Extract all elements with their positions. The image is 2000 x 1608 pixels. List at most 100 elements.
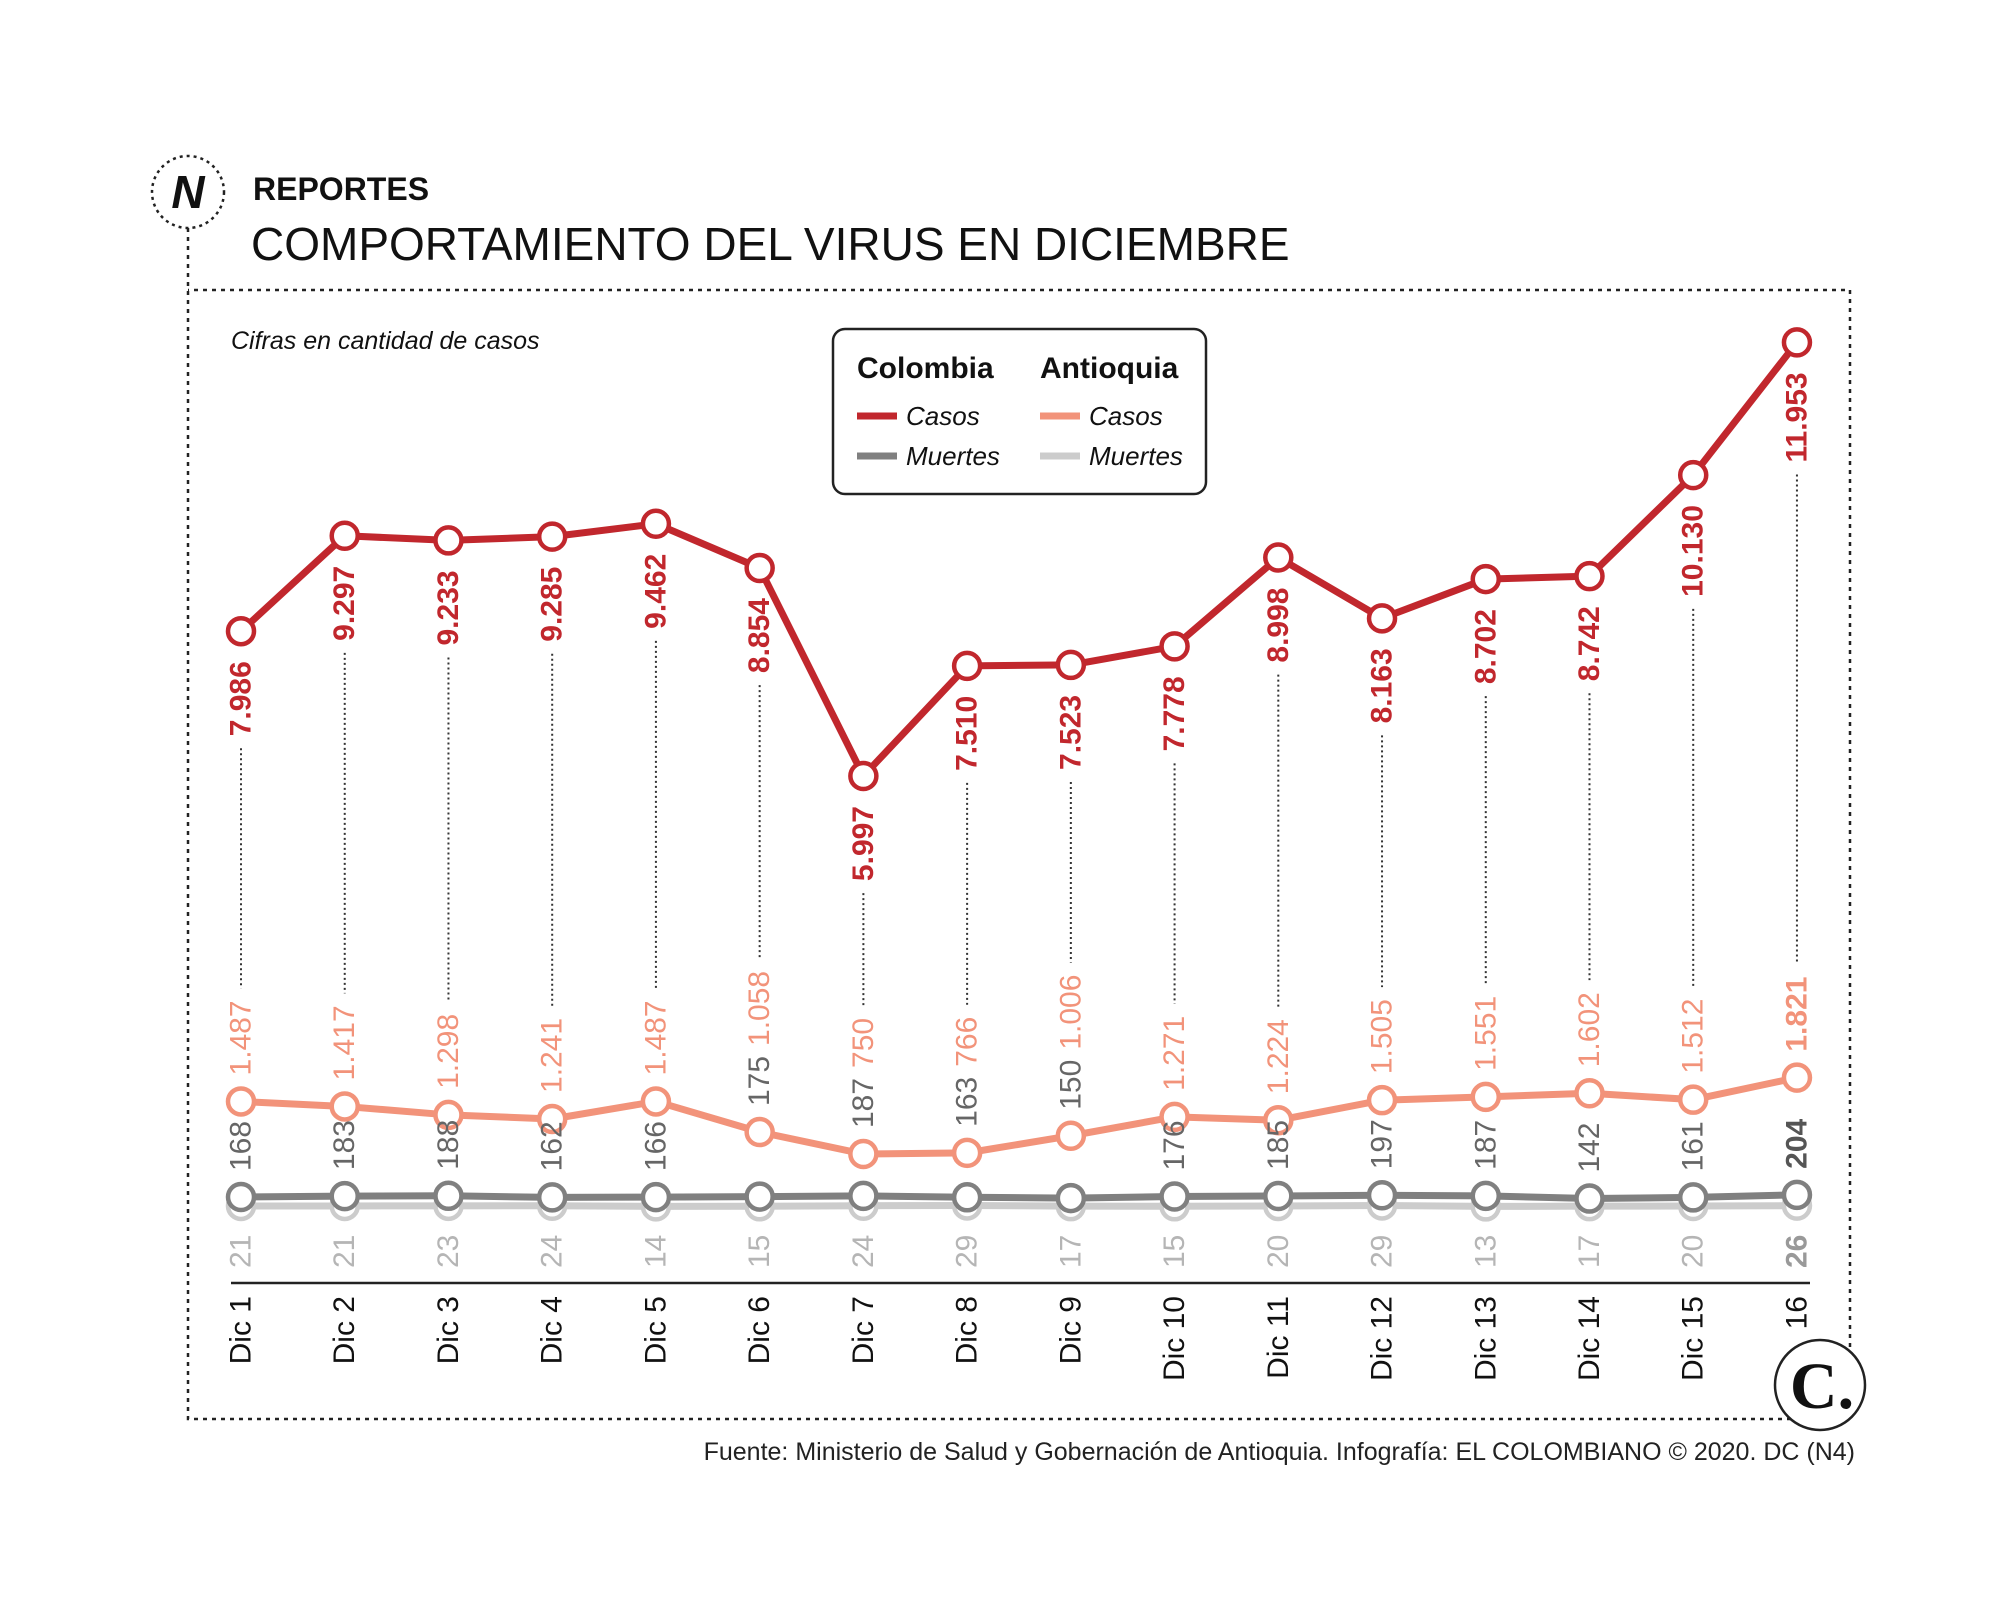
x-tick-label: Dic 5 [639, 1296, 672, 1364]
point-colombia-casos [848, 760, 879, 792]
data-label-antioquia-muertes: 17 [1054, 1235, 1087, 1268]
data-label-colombia-casos: 8.163 [1366, 648, 1399, 723]
data-label-colombia-casos: 10.130 [1677, 505, 1710, 597]
legend-label-colombia-casos: Casos [906, 401, 980, 431]
n-logo-letter: N [171, 166, 205, 218]
data-label-colombia-casos: 9.297 [328, 566, 361, 641]
data-label-colombia-muertes: 176 [1158, 1120, 1191, 1170]
point-colombia-muertes [1159, 1181, 1190, 1212]
data-label-antioquia-muertes: 26 [1780, 1235, 1813, 1268]
data-label-antioquia-casos: 766 [951, 1017, 984, 1067]
point-colombia-muertes [329, 1180, 360, 1212]
data-label-colombia-casos: 7.778 [1158, 676, 1191, 751]
point-colombia-casos [1159, 631, 1190, 662]
data-label-antioquia-muertes: 13 [1469, 1235, 1502, 1268]
data-label-antioquia-muertes: 20 [1677, 1235, 1710, 1268]
data-label-antioquia-muertes: 21 [225, 1235, 258, 1268]
point-antioquia-casos [225, 1086, 257, 1117]
legend-title-colombia: Colombia [857, 352, 994, 385]
data-label-colombia-muertes: 163 [951, 1077, 984, 1127]
brand-logo-text: C. [1790, 1350, 1854, 1423]
data-label-antioquia-muertes: 15 [743, 1235, 776, 1268]
point-colombia-muertes [536, 1182, 568, 1213]
line-colombia-muertes [240, 1191, 1798, 1203]
data-label-antioquia-muertes: 20 [1262, 1235, 1295, 1268]
point-colombia-casos [536, 521, 568, 552]
point-colombia-muertes [1677, 1182, 1709, 1213]
point-antioquia-casos [1055, 1120, 1087, 1151]
data-label-colombia-casos: 8.742 [1573, 606, 1606, 681]
data-label-antioquia-casos: 1.298 [432, 1014, 465, 1089]
data-label-antioquia-muertes: 14 [639, 1235, 672, 1268]
point-colombia-muertes [951, 1182, 983, 1213]
point-colombia-casos [1055, 649, 1087, 681]
el-colombiano-logo: C. [1773, 1338, 1867, 1432]
data-label-antioquia-muertes: 29 [951, 1235, 984, 1268]
data-label-colombia-casos: 8.998 [1262, 588, 1295, 663]
data-label-antioquia-casos: 1.551 [1469, 996, 1502, 1071]
point-colombia-muertes [744, 1181, 775, 1212]
data-label-antioquia-muertes: 24 [847, 1235, 880, 1268]
data-label-colombia-casos: 9.285 [536, 567, 569, 642]
point-antioquia-casos [1366, 1084, 1398, 1116]
point-colombia-muertes [1263, 1180, 1294, 1212]
data-label-antioquia-muertes: 24 [536, 1235, 569, 1268]
x-tick-label: Dic 1 [225, 1296, 258, 1364]
point-antioquia-casos [744, 1116, 775, 1148]
data-label-antioquia-casos: 1.241 [536, 1018, 569, 1093]
point-colombia-casos [1781, 327, 1813, 358]
legend-title-antioquia: Antioquia [1040, 352, 1179, 385]
point-colombia-casos [433, 525, 464, 556]
point-colombia-casos [744, 552, 775, 584]
point-antioquia-casos [1470, 1081, 1502, 1113]
data-label-antioquia-muertes: 21 [328, 1235, 361, 1268]
data-label-colombia-casos: 8.854 [743, 598, 776, 673]
x-tick-label: Dic 9 [1054, 1296, 1087, 1364]
point-antioquia-casos [536, 1103, 568, 1135]
data-label-antioquia-muertes: 29 [1366, 1235, 1399, 1268]
line-antioquia-muertes [241, 1201, 1797, 1210]
legend-label-colombia-muertes: Muertes [906, 441, 1000, 471]
point-antioquia-casos [1574, 1078, 1605, 1109]
data-label-colombia-muertes: 168 [225, 1121, 258, 1171]
data-label-colombia-muertes: 183 [328, 1120, 361, 1170]
point-colombia-casos [1574, 560, 1605, 592]
point-colombia-muertes [1574, 1183, 1605, 1214]
x-tick-label: Dic 12 [1366, 1296, 1399, 1381]
data-label-colombia-casos: 9.233 [432, 570, 465, 645]
data-label-antioquia-casos: 1.058 [743, 971, 776, 1046]
x-tick-label: Dic 6 [743, 1296, 776, 1364]
point-antioquia-casos [1263, 1104, 1294, 1136]
data-label-colombia-muertes: 162 [536, 1121, 569, 1171]
data-label-antioquia-casos: 1.487 [225, 1000, 258, 1075]
point-antioquia-casos [329, 1091, 360, 1122]
data-label-antioquia-casos: 1.821 [1780, 977, 1813, 1052]
point-colombia-casos [1470, 563, 1502, 595]
point-antioquia-casos [640, 1086, 672, 1117]
data-label-antioquia-casos: 1.271 [1158, 1016, 1191, 1091]
data-label-antioquia-casos: 1.512 [1677, 999, 1710, 1074]
point-colombia-casos [1677, 459, 1709, 491]
x-tick-label: Dic 3 [432, 1296, 465, 1364]
data-label-antioquia-muertes: 23 [432, 1235, 465, 1268]
page-title: COMPORTAMIENTO DEL VIRUS EN DICIEMBRE [251, 218, 1290, 270]
point-colombia-muertes [433, 1180, 464, 1212]
data-label-colombia-casos: 11.953 [1780, 372, 1813, 462]
data-label-colombia-casos: 5.997 [847, 806, 880, 881]
data-label-colombia-casos: 9.462 [639, 554, 672, 629]
data-label-antioquia-casos: 750 [847, 1018, 880, 1068]
data-label-colombia-muertes: 197 [1366, 1119, 1399, 1169]
data-label-colombia-casos: 7.986 [225, 661, 258, 736]
legend: Colombia Antioquia Casos Muertes Casos M… [831, 327, 1208, 496]
data-label-antioquia-casos: 1.417 [328, 1005, 361, 1080]
x-tick-label: Dic 8 [951, 1296, 984, 1364]
data-label-antioquia-casos: 1.602 [1573, 992, 1606, 1067]
x-tick-label: Dic 10 [1158, 1296, 1191, 1381]
data-label-colombia-casos: 8.702 [1469, 609, 1502, 684]
data-label-antioquia-casos: 1.224 [1262, 1019, 1295, 1094]
data-label-colombia-muertes: 161 [1677, 1121, 1710, 1171]
point-colombia-muertes [1470, 1180, 1502, 1212]
data-label-antioquia-casos: 1.006 [1054, 975, 1087, 1050]
legend-label-antioquia-muertes: Muertes [1089, 441, 1183, 471]
